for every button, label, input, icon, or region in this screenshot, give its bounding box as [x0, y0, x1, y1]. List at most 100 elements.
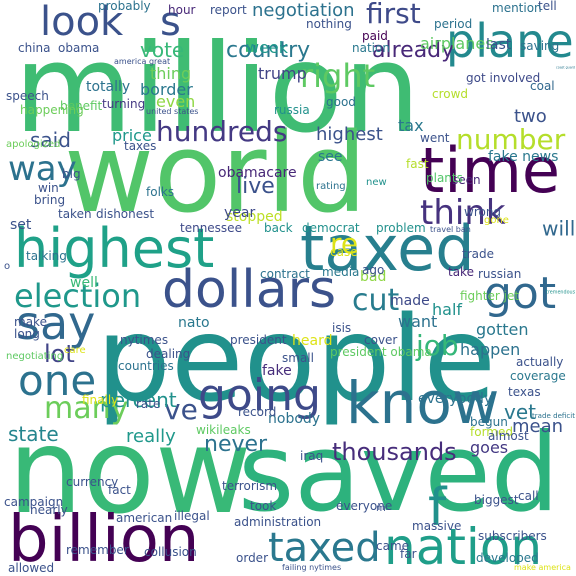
- word-american: american: [116, 511, 173, 525]
- word-took: took: [250, 499, 277, 513]
- word-order: order: [236, 551, 268, 565]
- word-billion: billion: [8, 503, 200, 576]
- word-election: election: [14, 277, 142, 315]
- word-speech: speech: [6, 89, 49, 103]
- word-see: see: [318, 149, 343, 165]
- word-coal: coal: [530, 79, 555, 93]
- word-set: set: [10, 217, 32, 233]
- word-vet: vet: [504, 400, 536, 424]
- word-texas: texas: [508, 385, 541, 399]
- word-bad: bad: [360, 269, 387, 285]
- word-probably: probably: [98, 0, 151, 13]
- word-russian: russian: [478, 267, 522, 281]
- word-airplanes: airplanes: [420, 34, 494, 53]
- word-ago: ago: [362, 263, 385, 277]
- word-right: right: [300, 57, 376, 95]
- word-tremendous: tremendous: [546, 289, 576, 295]
- word-nato: nato: [178, 315, 210, 331]
- word-saved: saved: [238, 411, 560, 536]
- word-case: case: [330, 245, 358, 259]
- word-allowed: allowed: [8, 561, 55, 575]
- word-going: going: [198, 370, 321, 421]
- word-m: m: [376, 503, 386, 514]
- word-negotiation: negotiation: [252, 0, 355, 21]
- word-gone: gone: [484, 215, 509, 226]
- word-country: country: [226, 38, 311, 63]
- word-massive: massive: [412, 519, 462, 533]
- word-nytimes: nytimes: [120, 333, 169, 347]
- word-percent: percent: [100, 388, 177, 412]
- word-highest: highest: [14, 217, 215, 280]
- word-small: small: [282, 351, 314, 365]
- word-trump: trump: [258, 64, 307, 83]
- word-fighter-jet: fighter jet: [460, 289, 520, 303]
- word-iraq: iraq: [300, 449, 324, 463]
- word-want: want: [398, 312, 438, 331]
- word-gotten: gotten: [476, 320, 529, 339]
- word-really: really: [126, 426, 176, 447]
- word-thing: thing: [150, 64, 192, 83]
- word-make-america: make america: [514, 563, 571, 572]
- word-obama: obama: [58, 41, 100, 55]
- word-f: f: [428, 478, 447, 538]
- word-dishonest: dishonest: [96, 207, 155, 221]
- word-call: call: [518, 489, 539, 503]
- word-world: world: [64, 109, 367, 237]
- word-hour: hour: [168, 3, 196, 17]
- word-cover: cover: [364, 333, 398, 347]
- word-negotiating: negotiating: [6, 351, 64, 362]
- word-period: period: [434, 17, 473, 31]
- word-new: new: [366, 177, 387, 188]
- word-bring: bring: [34, 193, 66, 207]
- word-care: care: [64, 345, 86, 356]
- word-president-obama: president obama: [330, 345, 432, 359]
- word-cut: cut: [352, 283, 400, 318]
- word-make: make: [14, 315, 47, 329]
- word-everyone: everyone: [336, 499, 393, 513]
- word-tax: tax: [398, 116, 424, 135]
- word-number: number: [456, 123, 566, 156]
- word-almost: almost: [488, 429, 529, 443]
- word-formed: formed: [470, 425, 513, 439]
- word-remember: remember: [66, 543, 129, 557]
- word-problem: problem: [376, 221, 426, 235]
- word-far: far: [400, 547, 417, 561]
- word-will: will: [542, 218, 576, 242]
- word-highest-small: highest: [316, 124, 383, 145]
- word-last: last: [486, 37, 512, 53]
- word-talking: talking: [26, 249, 67, 263]
- word-seen: seen: [452, 173, 481, 187]
- word-job: job: [416, 329, 459, 362]
- word-happen: happen: [460, 340, 521, 359]
- word-wrong: wrong: [464, 205, 502, 219]
- word-rate: rate: [136, 397, 161, 411]
- word-re: re: [330, 227, 359, 260]
- word-say: say: [16, 296, 96, 350]
- word-trade: trade: [462, 247, 494, 261]
- word-folks: folks: [146, 185, 175, 199]
- word-illegal: illegal: [174, 509, 210, 523]
- word-two: two: [514, 106, 547, 127]
- word-countries: countries: [118, 359, 174, 373]
- word-collusion: collusion: [144, 545, 197, 559]
- word-trade-deficit: trade deficit: [532, 411, 576, 420]
- word-back: back: [264, 221, 293, 235]
- word-hundreds: hundreds: [156, 115, 288, 148]
- word-president: president: [230, 333, 287, 347]
- word-saving: saving: [520, 39, 560, 53]
- word-got: got: [484, 268, 557, 319]
- word-totally: totally: [86, 79, 131, 95]
- word-travel-ban: travel ban: [430, 225, 471, 234]
- word-s: s: [160, 0, 181, 45]
- word-record: record: [238, 405, 277, 419]
- word-nothing: nothing: [306, 17, 352, 31]
- word-price: price: [112, 126, 152, 145]
- word-china: china: [18, 41, 51, 55]
- word-time: time: [420, 134, 561, 207]
- word-never: never: [204, 432, 268, 457]
- word-taken: taken: [58, 207, 92, 221]
- word-coast-guard: coast guard: [556, 65, 575, 70]
- word-developed: developed: [476, 551, 539, 565]
- word-good: good: [326, 95, 356, 109]
